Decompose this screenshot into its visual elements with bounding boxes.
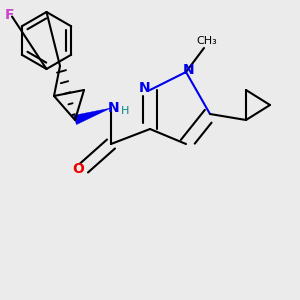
Text: F: F — [4, 8, 14, 22]
Text: CH₃: CH₃ — [196, 35, 218, 46]
Text: N: N — [183, 63, 195, 76]
Text: N: N — [108, 101, 120, 115]
Text: O: O — [73, 162, 85, 176]
Text: N: N — [139, 81, 150, 94]
Text: H: H — [121, 106, 130, 116]
Polygon shape — [74, 108, 111, 124]
